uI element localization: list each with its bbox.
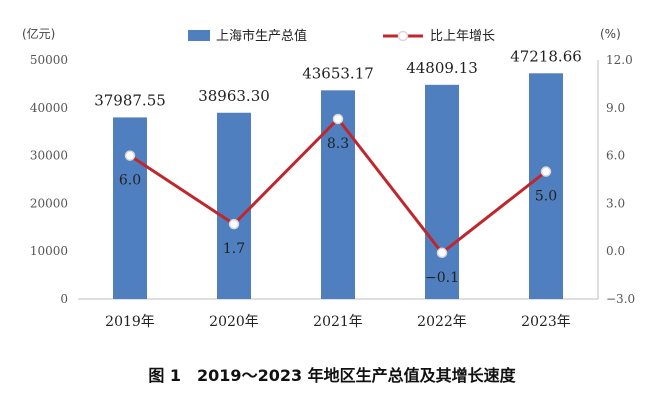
left-tick-label: 20000 (30, 196, 68, 210)
right-tick-label: 3.0 (606, 196, 625, 210)
bar-value-label: 38963.30 (198, 87, 270, 105)
category-label: 2021年 (313, 314, 363, 330)
bar (425, 84, 459, 300)
category-label: 2022年 (417, 314, 467, 330)
chart-caption: 图 1 2019～2023 年地区生产总值及其增长速度 (148, 366, 516, 385)
bar (529, 73, 563, 300)
chart-svg: 0 10000 20000 30000 40000 50000 −3.0 0.0 3.0 6.0 9… (22, 26, 635, 330)
growth-point (540, 166, 552, 177)
growth-value-label: −0.1 (425, 270, 459, 286)
growth-value-label: 1.7 (223, 241, 245, 257)
bar-value-label: 43653.17 (302, 64, 374, 82)
growth-value-label: 8.3 (327, 136, 349, 152)
left-tick-label: 0 (60, 292, 68, 306)
left-tick-label: 30000 (30, 149, 68, 163)
left-tick-label: 50000 (30, 53, 68, 67)
left-axis-unit: (亿元) (22, 26, 55, 41)
bar (217, 112, 251, 299)
left-tick-label: 40000 (30, 101, 68, 115)
growth-value-label: 6.0 (119, 173, 141, 189)
growth-point (228, 218, 240, 230)
right-axis-unit: (%) (600, 27, 621, 41)
growth-value-label: 5.0 (535, 189, 557, 205)
category-label: 2020年 (209, 314, 259, 330)
left-tick-label: 10000 (30, 244, 68, 258)
right-tick-label: 0.0 (606, 244, 625, 258)
legend-bar-swatch (188, 30, 210, 41)
legend-line-label: 比上年增长 (430, 29, 495, 44)
bar (321, 90, 355, 299)
category-label: 2019年 (105, 314, 155, 330)
legend-bar-label: 上海市生产总值 (216, 28, 307, 44)
bar-value-label: 37987.55 (94, 91, 166, 109)
right-tick-label: 12.0 (606, 53, 633, 67)
category-label: 2023年 (521, 314, 571, 330)
bar-value-label: 44809.13 (406, 59, 478, 77)
growth-point (124, 150, 136, 161)
legend-line-marker (397, 30, 409, 42)
right-tick-label: 6.0 (606, 149, 625, 163)
bar (113, 117, 147, 299)
growth-point (332, 113, 344, 125)
right-tick-label: −3.0 (606, 292, 635, 306)
bar-value-label: 47218.66 (510, 47, 582, 65)
growth-point (436, 247, 448, 259)
right-tick-label: 9.0 (606, 101, 625, 115)
